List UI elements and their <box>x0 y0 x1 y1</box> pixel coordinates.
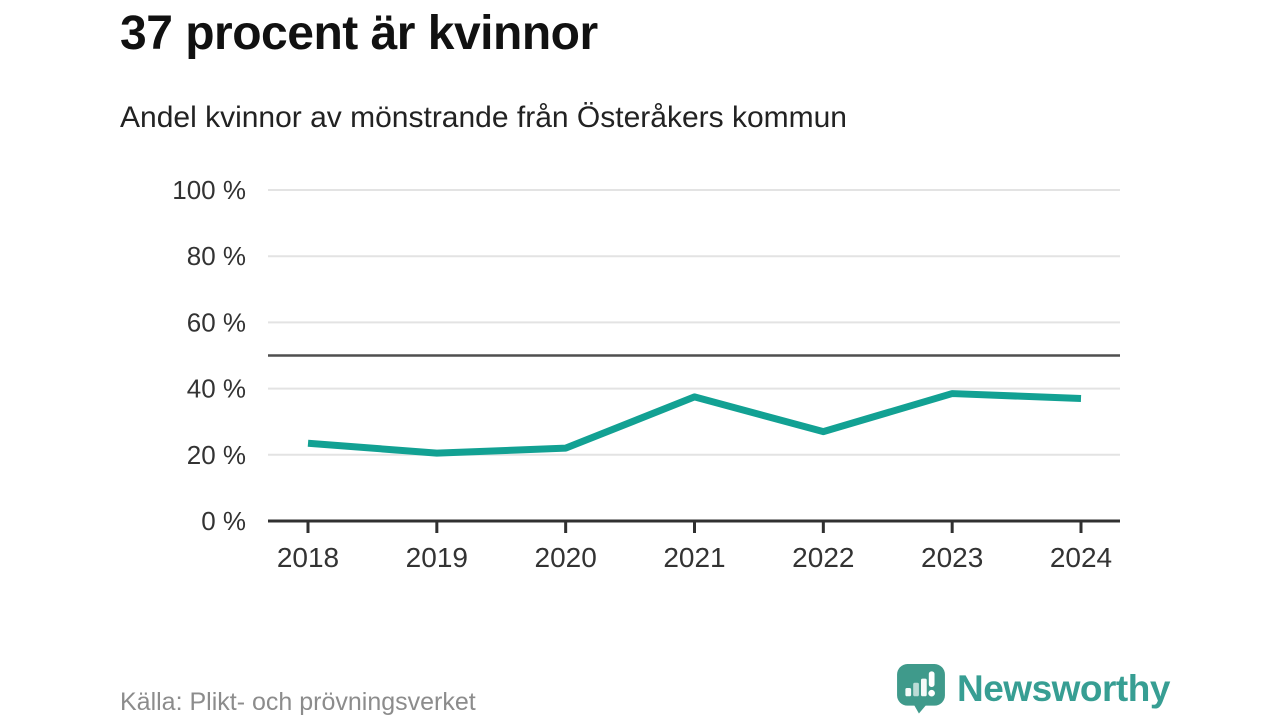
x-axis-label: 2023 <box>921 542 983 573</box>
chart-bubble-icon <box>896 663 946 714</box>
x-axis-label: 2021 <box>663 542 725 573</box>
y-axis-label: 0 % <box>201 506 246 536</box>
x-axis-label: 2019 <box>406 542 468 573</box>
logo-text: Newsworthy <box>957 667 1170 709</box>
y-axis-label: 40 % <box>187 374 246 404</box>
y-axis-label: 100 % <box>172 175 246 205</box>
line-chart: 0 % 20 % 40 % 60 % 80 % 100 % 2018 2019 2020 2021… <box>172 175 1120 573</box>
y-axis-label: 20 % <box>187 440 246 470</box>
chart-subtitle: Andel kvinnor av mönstrande från Österåk… <box>120 101 847 134</box>
x-axis-label: 2020 <box>535 542 597 573</box>
data-line <box>307 390 1082 457</box>
page-title: 37 procent är kvinnor <box>120 7 598 60</box>
x-axis-label: 2022 <box>792 542 854 573</box>
x-axis-label: 2018 <box>277 542 339 573</box>
source-text: Källa: Plikt- och prövningsverket <box>120 688 476 716</box>
y-axis-label: 60 % <box>187 307 246 337</box>
x-axis-label: 2024 <box>1050 542 1112 573</box>
newsworthy-logo: Newsworthy <box>896 663 1170 714</box>
y-axis-label: 80 % <box>187 241 246 271</box>
